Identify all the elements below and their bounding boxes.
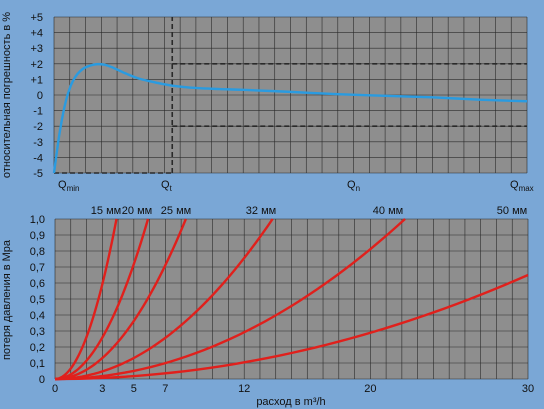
series-label: 20 мм: [122, 205, 152, 217]
x-tick-label: 5: [131, 383, 137, 395]
error-y-axis-label: относительная погрешность в %: [1, 12, 13, 178]
error-curve: [52, 62, 528, 174]
y-tick-label: -3: [33, 137, 43, 149]
y-tick-label: 0,4: [30, 310, 45, 322]
pressure-curve: [54, 273, 529, 381]
x-tick-label: 30: [522, 383, 534, 395]
y-tick-label: 0,9: [30, 230, 45, 242]
pressure-x-tick-labels: 0 3 5 7 12 20 30: [52, 383, 534, 395]
y-tick-label: 0,1: [30, 358, 45, 370]
series-label: 40 мм: [373, 205, 403, 217]
pressure-grid: [54, 218, 529, 380]
y-tick-label: -2: [33, 121, 43, 133]
y-tick-label: +1: [30, 74, 43, 86]
pressure-y-axis-label: потеря давления в Мра: [1, 239, 13, 360]
x-label-q-t: Qt: [161, 179, 173, 193]
y-tick-label: -4: [33, 152, 43, 164]
y-tick-label: 0: [39, 374, 45, 386]
x-label-q-min: Qmin: [58, 179, 79, 193]
y-tick-label: 0,3: [30, 326, 45, 338]
x-tick-label: 3: [99, 383, 105, 395]
y-tick-label: -1: [33, 106, 43, 118]
error-tolerance-guides: [54, 17, 527, 174]
pressure-series: [54, 218, 529, 381]
pressure-curve: [54, 218, 274, 381]
pressure-curve: [54, 218, 187, 381]
y-tick-label: 0,8: [30, 246, 45, 258]
x-tick-label: 0: [52, 383, 58, 395]
series-label: 50 мм: [497, 205, 527, 217]
x-tick-label: 20: [364, 383, 376, 395]
y-tick-label: +3: [30, 43, 43, 55]
series-label: 25 мм: [161, 205, 191, 217]
error-chart: +5 +4 +3 +2 +1 0 -1 -2 -3 -4 -5 Qmin Qt Qn Qmax относ…: [1, 12, 534, 193]
y-tick-label: 0,6: [30, 278, 45, 290]
pressure-chart: 15 мм 20 мм 25 мм 32 мм 40 мм 50 мм 0 0,1 0,2 0,…: [1, 205, 534, 408]
y-tick-label: 0,7: [30, 262, 45, 274]
y-tick-label: +4: [30, 28, 43, 40]
y-tick-label: 0,5: [30, 294, 45, 306]
error-y-tick-labels: +5 +4 +3 +2 +1 0 -1 -2 -3 -4 -5: [30, 12, 43, 180]
x-tick-label: 12: [238, 383, 250, 395]
y-tick-label: 0,2: [30, 342, 45, 354]
y-tick-label: 1,0: [30, 214, 45, 226]
pressure-curve: [54, 218, 150, 381]
y-tick-label: 0: [37, 90, 43, 102]
x-label-q-n: Qn: [347, 179, 360, 193]
pressure-y-tick-labels: 0 0,1 0,2 0,3 0,4 0,5 0,6 0,7 0,8 0,9 1,0: [30, 214, 45, 386]
pressure-curve: [54, 218, 118, 381]
series-label: 15 мм: [91, 205, 121, 217]
pressure-curve: [54, 218, 406, 381]
y-tick-label: -5: [33, 168, 43, 180]
error-x-labels: Qmin Qt Qn Qmax: [58, 179, 534, 193]
error-series: [52, 62, 528, 174]
y-tick-label: +2: [30, 59, 43, 71]
series-label: 32 мм: [246, 205, 276, 217]
pressure-series-labels: 15 мм 20 мм 25 мм 32 мм 40 мм 50 мм: [91, 205, 527, 217]
pressure-x-axis-label: расход в m³/h: [256, 396, 325, 408]
x-tick-label: 7: [162, 383, 168, 395]
y-tick-label: +5: [30, 12, 43, 24]
x-label-q-max: Qmax: [510, 179, 534, 193]
